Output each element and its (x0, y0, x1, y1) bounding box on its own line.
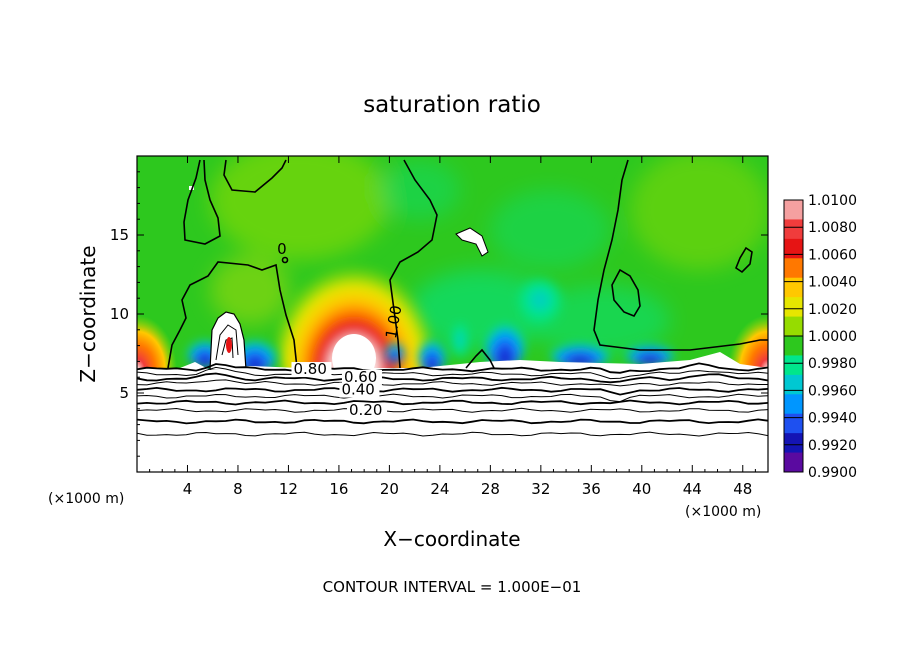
colorbar-swatch (784, 297, 803, 318)
y-tick-label: 10 (110, 305, 129, 323)
y-axis: 5 10 15 (110, 171, 768, 457)
contour-label-bg (291, 362, 332, 378)
x-tick-label: 12 (279, 480, 298, 498)
colorbar-swatch (784, 452, 803, 473)
x-unit-label-left: (×1000 m) (48, 491, 124, 507)
x-tick-label: 48 (733, 480, 752, 498)
colorbar-label: 1.0040 (808, 275, 857, 291)
colorbar-label: 0.9920 (808, 438, 857, 454)
contour-line (137, 366, 768, 380)
contour-label: 0.60 (344, 368, 377, 386)
colorbar-label: 1.0100 (808, 193, 857, 209)
colorbar-labels: 1.0100 1.0080 1.0060 1.0040 1.0020 1.0000 0.99… (784, 193, 857, 481)
colorbar-swatch (784, 258, 803, 279)
contour-label: 0.40 (341, 381, 374, 399)
x-axis-label: X−coordinate (383, 527, 520, 551)
colorbar-label: 1.0080 (808, 220, 857, 236)
y-tick-label: 5 (119, 384, 129, 402)
x-tick-label: 20 (380, 480, 399, 498)
left-edge-warm (137, 315, 177, 370)
x-tick-label: 36 (582, 480, 601, 498)
contour-line (137, 399, 768, 406)
contour-label-bg (339, 382, 380, 398)
x-tick-label: 32 (531, 480, 550, 498)
x-tick-label: 44 (683, 480, 702, 498)
y-tick-label: 15 (110, 226, 129, 244)
lower-contours (137, 362, 768, 437)
contour-line (137, 379, 768, 387)
x-tick-label: 8 (233, 480, 243, 498)
colorbar-label: 1.0060 (808, 247, 857, 263)
colorbar-label: 0.9900 (808, 465, 857, 481)
x-tick-label: 28 (481, 480, 500, 498)
colorbar-swatch (784, 238, 803, 259)
colorbar-swatch (784, 336, 803, 356)
contour-interval-note: CONTOUR INTERVAL = 1.000E−01 (323, 578, 582, 596)
colorbar-swatch (784, 374, 803, 395)
contour-label: 1.00 (382, 304, 406, 340)
colorbar-swatch (784, 316, 803, 337)
contour-line (137, 418, 768, 425)
contour-line (137, 372, 768, 384)
contour-line (137, 362, 768, 374)
x-tick-label: 16 (329, 480, 348, 498)
x-tick-label: 4 (183, 480, 193, 498)
contour-line (137, 407, 768, 413)
colorbar-swatch (784, 200, 803, 220)
colorbar-swatch (784, 219, 803, 240)
upper-contours (167, 159, 768, 369)
colorbar-swatch (784, 355, 803, 376)
contour-line (137, 393, 768, 403)
chart-title: saturation ratio (363, 92, 541, 118)
colorbar-label: 0.9940 (808, 411, 857, 427)
contour-labels: 0.80 0.600.40 0.20 1.00 0 (277, 240, 405, 419)
y-axis-label: Z−coordinate (76, 245, 100, 382)
contour-label-bg (347, 403, 388, 419)
x-tick-label: 24 (430, 480, 449, 498)
contour-label: 0.80 (293, 360, 326, 378)
colorbar-label: 1.0000 (808, 329, 857, 345)
colorbar-swatch (784, 394, 803, 415)
x-tick-label: 40 (632, 480, 651, 498)
x-axis: 4 8 12 16 20 24 28 32 36 40 44 48 (149, 156, 756, 498)
colorbar-swatch (784, 433, 803, 454)
contour-label-bg (341, 369, 382, 385)
contour-label: 0 (277, 240, 287, 258)
field-shading (210, 156, 768, 355)
plot-area: 0.80 0.600.40 0.20 1.00 0 (137, 156, 768, 472)
contour-label: 0.20 (349, 401, 382, 419)
colorbar-label: 1.0020 (808, 302, 857, 318)
colorbar-label: 0.9960 (808, 383, 857, 399)
colorbar-swatch (784, 277, 803, 298)
contour-line (137, 431, 768, 437)
x-unit-label-right: (×1000 m) (685, 504, 761, 520)
colorbar-label: 0.9980 (808, 356, 857, 372)
colorbar-swatch (784, 413, 803, 434)
contour-line (137, 386, 768, 396)
